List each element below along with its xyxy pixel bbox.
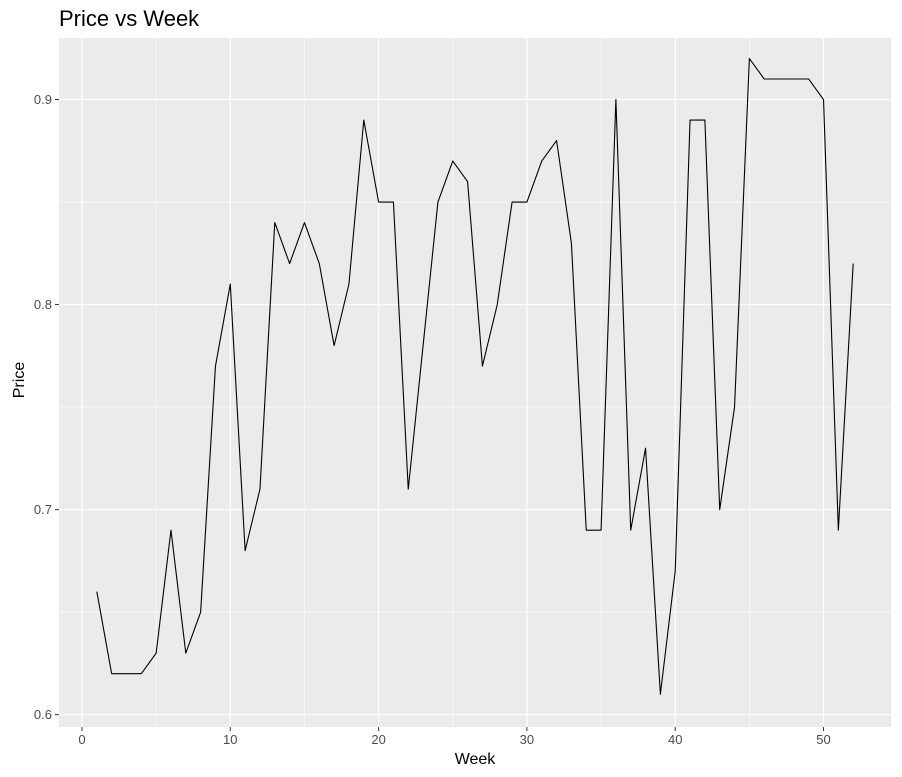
x-tick-label: 50 (816, 732, 830, 747)
data-point (778, 78, 781, 81)
data-point (303, 221, 306, 224)
data-point (748, 57, 751, 60)
data-point (718, 508, 721, 511)
data-point (525, 201, 528, 204)
data-point (733, 406, 736, 409)
plot-panel (59, 38, 891, 727)
major-gridlines (59, 38, 891, 727)
data-point (110, 672, 113, 675)
data-point (199, 611, 202, 614)
data-point (629, 529, 632, 532)
data-point (184, 652, 187, 655)
y-tick-label: 0.9 (34, 92, 52, 107)
data-point (703, 119, 706, 122)
data-point (407, 488, 410, 491)
data-point (229, 283, 232, 286)
data-point (600, 529, 603, 532)
data-point (466, 180, 469, 183)
data-point (540, 160, 543, 163)
y-tick-label: 0.7 (34, 502, 52, 517)
x-axis-title: Week (455, 751, 497, 768)
x-tick-label: 20 (371, 732, 385, 747)
data-point (258, 488, 261, 491)
series-layer (95, 57, 855, 696)
data-point (244, 549, 247, 552)
data-point (674, 570, 677, 573)
data-point (659, 693, 662, 696)
y-axis-title: Price (11, 362, 28, 399)
data-point (644, 447, 647, 450)
data-point (763, 78, 766, 81)
minor-gridlines (59, 38, 891, 727)
x-tick-label: 40 (668, 732, 682, 747)
data-point (481, 365, 484, 368)
y-tick-label: 0.8 (34, 297, 52, 312)
data-point (362, 119, 365, 122)
data-point (347, 283, 350, 286)
data-point (318, 262, 321, 265)
data-point (496, 303, 499, 306)
data-point (585, 529, 588, 532)
data-point (807, 78, 810, 81)
data-point (214, 365, 217, 368)
data-point (852, 262, 855, 265)
data-point (392, 201, 395, 204)
y-axis-ticks: 0.6 0.7 0.8 0.9 (34, 92, 59, 722)
data-point (333, 344, 336, 347)
data-point (169, 529, 172, 532)
data-point (822, 98, 825, 101)
x-axis-ticks: 0 10 20 30 40 50 (78, 727, 831, 747)
data-point (614, 98, 617, 101)
data-point (792, 78, 795, 81)
data-point (125, 672, 128, 675)
data-point (555, 139, 558, 142)
data-point (451, 160, 454, 163)
series-line (96, 57, 854, 695)
data-point (273, 221, 276, 224)
x-tick-label: 0 (78, 732, 85, 747)
data-point (511, 201, 514, 204)
x-tick-label: 30 (520, 732, 534, 747)
y-tick-label: 0.6 (34, 707, 52, 722)
x-tick-label: 10 (223, 732, 237, 747)
chart-title: Price vs Week (59, 6, 200, 31)
data-point (377, 201, 380, 204)
data-point (689, 119, 692, 122)
data-point (155, 652, 158, 655)
data-point (570, 242, 573, 245)
data-point (837, 529, 840, 532)
data-point (140, 672, 143, 675)
data-point (288, 262, 291, 265)
data-point (422, 344, 425, 347)
data-point (436, 201, 439, 204)
data-point (95, 590, 98, 593)
